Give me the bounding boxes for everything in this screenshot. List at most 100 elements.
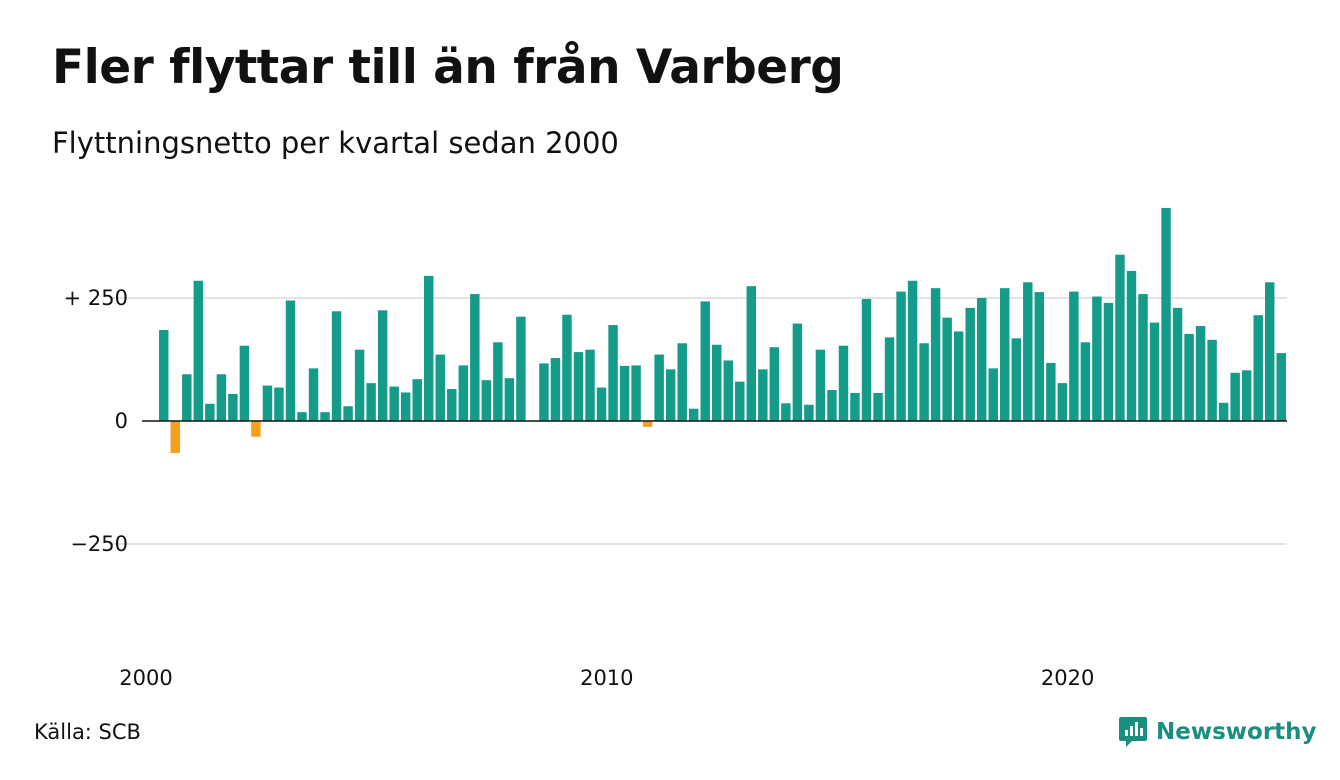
y-tick-label: −250 [70, 532, 128, 556]
bar-positive [239, 345, 250, 421]
bar-positive [1207, 339, 1217, 421]
bar-positive [907, 280, 918, 421]
bar-positive [838, 345, 849, 421]
bar-positive [389, 386, 399, 421]
bar-positive [804, 404, 814, 421]
bar-positive [815, 349, 826, 421]
bar-positive [447, 389, 457, 421]
bar-positive [1218, 402, 1229, 421]
bar-positive [320, 412, 330, 421]
bar-positive [919, 343, 929, 421]
x-axis-ticks: 2000 2010 2020 [119, 666, 1094, 690]
bar-positive [1126, 270, 1137, 421]
bar-positive [193, 280, 204, 421]
bar-positive [216, 374, 227, 421]
bar-positive [308, 368, 319, 421]
bar-positive [1161, 207, 1171, 421]
bar-positive [677, 343, 687, 421]
bar-positive [1103, 302, 1114, 421]
bar-positive [285, 300, 296, 421]
bar-positive [619, 365, 630, 421]
source-label: Källa: SCB [34, 720, 141, 744]
bar-positive [1241, 370, 1252, 421]
bar-positive [896, 291, 906, 421]
bar-positive [988, 368, 998, 421]
x-tick-label: 2010 [580, 666, 633, 690]
bar-positive [539, 363, 549, 421]
bar-positive [424, 275, 434, 421]
bars [159, 207, 1286, 453]
bar-positive [688, 408, 699, 421]
bar-negative [170, 421, 181, 453]
bar-positive [377, 310, 388, 421]
bar-positive [942, 317, 952, 421]
bar-positive [850, 392, 860, 421]
bar-positive [723, 360, 733, 421]
bar-positive [596, 387, 607, 421]
bar-positive [631, 365, 641, 421]
bar-positive [1080, 342, 1091, 421]
bar-positive [1000, 288, 1010, 421]
bar-positive [965, 307, 975, 421]
bar-positive [1046, 362, 1056, 421]
bar-positive [458, 365, 469, 421]
chart-subtitle: Flyttningsnetto per kvartal sedan 2000 [52, 126, 619, 160]
bar-positive [930, 288, 941, 421]
bar-positive [1184, 333, 1194, 421]
bar-positive [792, 323, 803, 421]
x-tick-label: 2020 [1041, 666, 1094, 690]
bar-positive [1034, 292, 1045, 421]
bar-positive [746, 286, 757, 421]
bar-positive [1138, 294, 1148, 421]
bar-positive [400, 392, 411, 421]
newsworthy-logo-text: Newsworthy [1156, 719, 1317, 745]
bar-negative [251, 421, 261, 437]
bar-positive [1149, 322, 1160, 421]
bar-positive [873, 392, 883, 421]
newsworthy-logo: Newsworthy [1118, 712, 1317, 752]
bar-positive [1253, 315, 1263, 421]
x-tick-label: 2000 [119, 666, 172, 690]
bar-positive [665, 369, 676, 421]
bar-positive [608, 325, 618, 421]
bar-positive [700, 301, 710, 421]
bar-positive [470, 294, 480, 421]
bar-positive [769, 347, 780, 421]
bar-positive [1115, 254, 1125, 421]
bar-positive [781, 403, 791, 421]
bar-positive [274, 387, 284, 421]
bar-positive [1057, 383, 1068, 421]
bar-positive [331, 311, 342, 421]
bar-positive [585, 349, 595, 421]
bar-positive [976, 298, 987, 421]
bar-positive [262, 385, 273, 421]
bar-positive [712, 344, 722, 421]
bar-positive [1069, 291, 1079, 421]
y-tick-label: 0 [115, 409, 128, 433]
y-axis-ticks: + 250 0 −250 [64, 286, 128, 556]
newsworthy-logo-icon [1119, 717, 1147, 747]
bar-positive [228, 393, 238, 421]
bar-positive [481, 380, 492, 421]
bar-positive [1230, 372, 1240, 421]
bar-positive [205, 403, 215, 421]
bar-positive [493, 342, 503, 421]
bar-negative [642, 421, 653, 427]
bar-positive [366, 383, 376, 421]
bar-positive [735, 381, 745, 421]
bar-positive [861, 298, 872, 421]
bar-positive [435, 354, 445, 421]
bar-positive [1011, 338, 1021, 421]
y-tick-label: + 250 [64, 286, 128, 310]
bar-positive [1195, 326, 1206, 421]
bar-positive [1276, 353, 1286, 421]
bar-positive [758, 369, 768, 421]
bar-positive [297, 412, 307, 421]
bar-positive [550, 358, 561, 421]
bar-positive [343, 406, 353, 421]
bar-positive [654, 354, 664, 421]
bar-positive [953, 331, 964, 421]
bar-positive [182, 374, 192, 421]
bar-positive [354, 349, 365, 421]
bar-positive [504, 378, 515, 421]
